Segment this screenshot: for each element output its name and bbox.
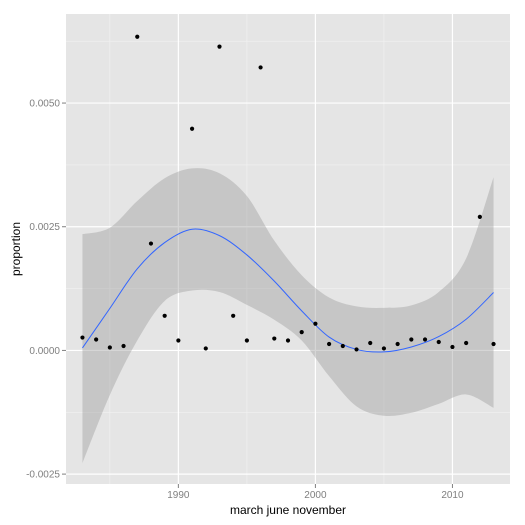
data-points — [80, 34, 496, 352]
data-point — [203, 346, 208, 351]
data-point — [422, 337, 428, 342]
data-point — [409, 337, 414, 342]
x-tick-label: 2000 — [304, 490, 327, 501]
x-tick-label: 1990 — [167, 490, 190, 501]
data-point — [395, 341, 400, 347]
data-point — [368, 340, 373, 346]
data-point — [299, 330, 304, 335]
x-axis-title: march june november — [230, 503, 346, 517]
data-point — [189, 126, 195, 131]
data-point — [491, 341, 496, 347]
data-point — [450, 344, 455, 350]
data-point — [121, 343, 126, 349]
data-point — [94, 337, 99, 342]
data-point — [80, 335, 85, 340]
data-point — [258, 65, 263, 70]
y-axis: -0.0025 0.0000 0.0025 0.0050 — [26, 99, 66, 481]
y-tick-label: 0.0050 — [29, 99, 60, 110]
data-point — [107, 345, 112, 350]
smooth-line — [82, 228, 494, 353]
plot-panel — [66, 14, 510, 484]
data-point — [354, 347, 359, 352]
data-point — [217, 44, 222, 49]
data-point — [135, 34, 140, 39]
data-point — [148, 241, 154, 246]
data-point — [464, 340, 469, 346]
major-grid — [66, 14, 510, 484]
y-tick-label: 0.0025 — [29, 222, 60, 233]
data-point — [477, 214, 482, 219]
data-point — [313, 321, 318, 326]
data-point — [285, 338, 291, 343]
data-point — [244, 338, 249, 343]
x-axis: 1990 2000 2010 — [167, 484, 464, 501]
data-point — [327, 341, 332, 347]
data-point — [340, 343, 345, 349]
y-axis-title: proportion — [9, 222, 23, 276]
confidence-ribbon — [82, 168, 494, 464]
minor-grid — [66, 14, 510, 484]
y-tick-label: 0.0000 — [29, 346, 60, 357]
data-point — [272, 336, 277, 341]
data-point — [231, 313, 236, 318]
y-tick-label: -0.0025 — [26, 470, 60, 481]
data-point — [381, 346, 387, 351]
data-point — [176, 338, 181, 343]
data-point — [436, 339, 441, 345]
x-tick-label: 2010 — [441, 490, 464, 501]
data-point — [162, 313, 167, 318]
